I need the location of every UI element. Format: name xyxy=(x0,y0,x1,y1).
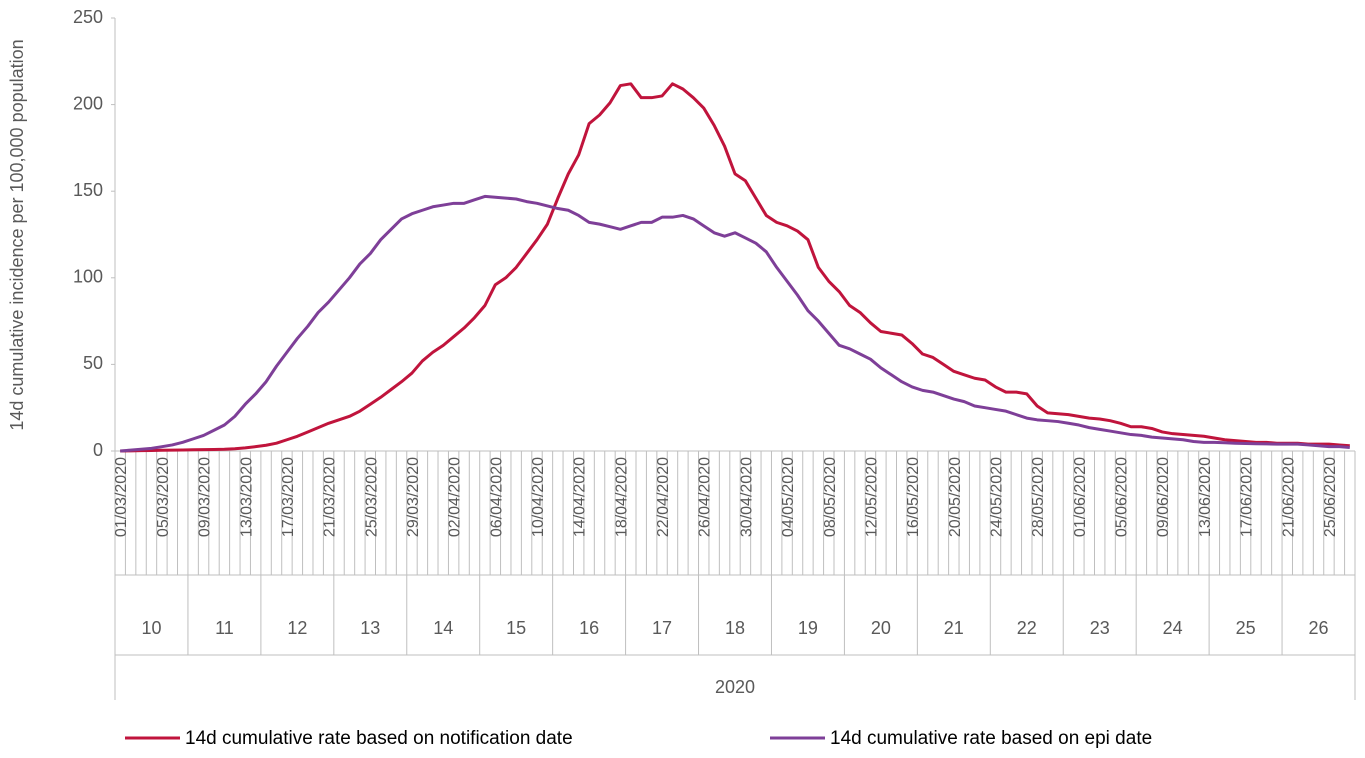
x-tick-label: 28/05/2020 xyxy=(1030,457,1047,537)
x-tick-label: 01/06/2020 xyxy=(1072,457,1089,537)
legend-label: 14d cumulative rate based on epi date xyxy=(830,728,1152,749)
x-tick-label: 26/04/2020 xyxy=(697,457,714,537)
x-tick-label: 24/05/2020 xyxy=(989,457,1006,537)
week-label: 22 xyxy=(1017,618,1037,638)
week-label: 20 xyxy=(871,618,891,638)
x-tick-label: 02/04/2020 xyxy=(447,457,464,537)
legend-label: 14d cumulative rate based on notificatio… xyxy=(185,728,573,749)
x-tick-label: 17/03/2020 xyxy=(280,457,297,537)
week-label: 15 xyxy=(506,618,526,638)
x-tick-label: 30/04/2020 xyxy=(738,457,755,537)
x-tick-label: 25/06/2020 xyxy=(1322,457,1339,537)
week-label: 11 xyxy=(215,618,234,638)
week-label: 17 xyxy=(652,618,672,638)
x-tick-label: 09/06/2020 xyxy=(1155,457,1172,537)
x-tick-label: 17/06/2020 xyxy=(1239,457,1256,537)
week-label: 16 xyxy=(579,618,599,638)
week-label: 13 xyxy=(360,618,380,638)
y-tick-label: 100 xyxy=(73,267,103,287)
y-tick-label: 150 xyxy=(73,180,103,200)
week-label: 26 xyxy=(1309,618,1329,638)
y-tick-label: 50 xyxy=(83,353,103,373)
y-tick-label: 200 xyxy=(73,93,103,113)
x-tick-label: 13/03/2020 xyxy=(238,457,255,537)
week-label: 10 xyxy=(141,618,161,638)
series-line xyxy=(120,194,1350,453)
week-label: 24 xyxy=(1163,618,1183,638)
x-tick-label: 01/03/2020 xyxy=(113,457,130,537)
x-tick-label: 04/05/2020 xyxy=(780,457,797,537)
x-tick-label: 29/03/2020 xyxy=(405,457,422,537)
x-tick-label: 18/04/2020 xyxy=(613,457,630,537)
series-line xyxy=(120,82,1350,453)
x-tick-label: 22/04/2020 xyxy=(655,457,672,537)
week-label: 21 xyxy=(944,618,964,638)
x-tick-label: 14/04/2020 xyxy=(572,457,589,537)
x-tick-label: 21/06/2020 xyxy=(1280,457,1297,537)
week-label: 14 xyxy=(433,618,453,638)
x-tick-label: 10/04/2020 xyxy=(530,457,547,537)
y-axis-title: 14d cumulative incidence per 100,000 pop… xyxy=(7,39,27,430)
week-label: 18 xyxy=(725,618,745,638)
week-label: 12 xyxy=(287,618,307,638)
year-label: 2020 xyxy=(715,677,755,697)
x-tick-label: 21/03/2020 xyxy=(322,457,339,537)
week-label: 25 xyxy=(1236,618,1256,638)
x-tick-label: 05/03/2020 xyxy=(155,457,172,537)
x-tick-label: 12/05/2020 xyxy=(863,457,880,537)
x-tick-label: 25/03/2020 xyxy=(363,457,380,537)
x-tick-label: 08/05/2020 xyxy=(822,457,839,537)
week-label: 19 xyxy=(798,618,818,638)
week-label: 23 xyxy=(1090,618,1110,638)
x-tick-label: 09/03/2020 xyxy=(197,457,214,537)
x-tick-label: 13/06/2020 xyxy=(1197,457,1214,537)
x-tick-label: 06/04/2020 xyxy=(488,457,505,537)
x-tick-label: 05/06/2020 xyxy=(1114,457,1131,537)
y-tick-label: 0 xyxy=(93,440,103,460)
y-tick-label: 250 xyxy=(73,7,103,27)
x-tick-label: 20/05/2020 xyxy=(947,457,964,537)
x-tick-label: 16/05/2020 xyxy=(905,457,922,537)
